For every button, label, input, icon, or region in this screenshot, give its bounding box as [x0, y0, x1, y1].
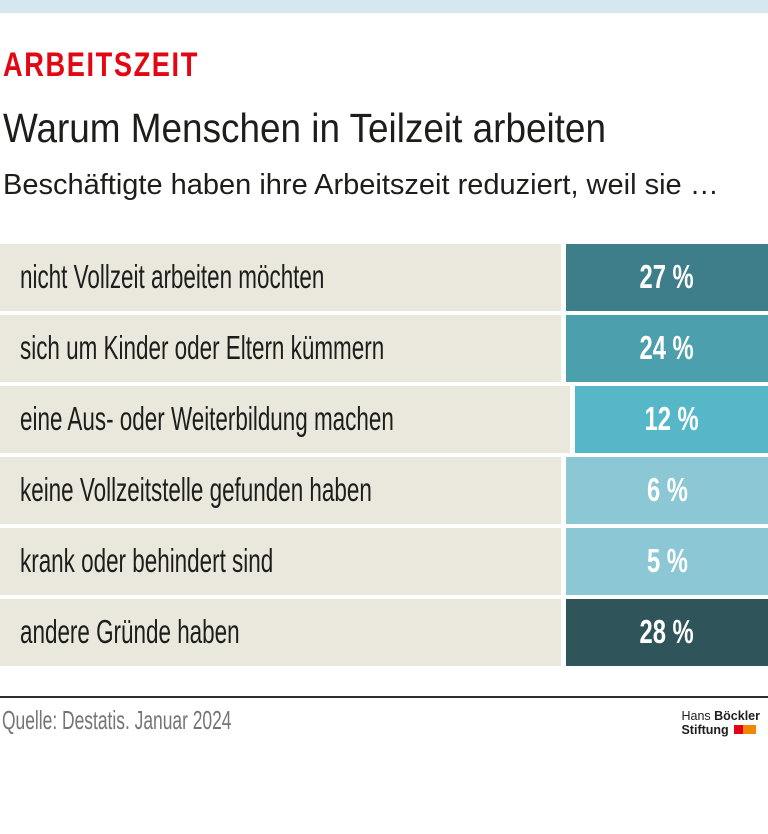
reason-label: nicht Vollzeit arbeiten möchten: [20, 258, 325, 296]
reason-label-cell: keine Vollzeitstelle gefunden haben: [0, 456, 561, 524]
logo-stiftung: Stiftung: [681, 722, 729, 737]
top-accent-bar: [0, 0, 768, 13]
logo-line2: Stiftung: [681, 723, 760, 737]
logo-boeckler: Böckler: [714, 708, 760, 723]
source-note-text: Quelle: Destatis. Januar 2024: [2, 704, 232, 735]
value-label: 5 %: [646, 542, 688, 580]
value-label: 27 %: [639, 258, 695, 296]
footer: Quelle: Destatis. Januar 2024 Hans Böckl…: [0, 695, 768, 737]
reason-label-cell: nicht Vollzeit arbeiten möchten: [0, 243, 561, 311]
value-label: 6 %: [646, 471, 688, 509]
value-box: 12 %: [574, 385, 768, 453]
logo-orange-block-icon: [742, 725, 756, 735]
header: ARBEITSZEIT Warum Menschen in Teilzeit a…: [0, 48, 768, 202]
reason-label: krank oder behindert sind: [20, 542, 274, 580]
reason-label: sich um Kinder oder Eltern kümmern: [20, 329, 385, 367]
table-row: eine Aus- oder Weiterbildung machen 12 %: [0, 385, 768, 453]
table-row: sich um Kinder oder Eltern kümmern 24 %: [0, 314, 768, 382]
subtitle: Beschäftigte haben ihre Arbeitszeit redu…: [3, 169, 719, 201]
table-row: nicht Vollzeit arbeiten möchten 27 %: [0, 243, 768, 311]
source-note: Quelle: Destatis. Januar 2024: [2, 706, 345, 735]
value-box: 27 %: [566, 243, 768, 311]
value-label: 12 %: [644, 400, 699, 438]
value-box: 28 %: [566, 598, 768, 666]
value-box: 5 %: [566, 527, 768, 595]
value-box: 24 %: [566, 314, 768, 382]
logo-hans: Hans: [681, 708, 711, 723]
footer-divider: [0, 695, 768, 698]
table-row: keine Vollzeitstelle gefunden haben 6 %: [0, 456, 768, 524]
reason-label: andere Gründe haben: [20, 613, 240, 651]
kicker-text: ARBEITSZEIT: [3, 46, 199, 84]
value-label: 24 %: [639, 329, 695, 367]
table-row: andere Gründe haben 28 %: [0, 598, 768, 666]
reason-label-cell: krank oder behindert sind: [0, 527, 561, 595]
table-row: krank oder behindert sind 5 %: [0, 527, 768, 595]
reason-label-cell: eine Aus- oder Weiterbildung machen: [0, 385, 570, 453]
reason-label: eine Aus- oder Weiterbildung machen: [20, 400, 394, 438]
reason-label: keine Vollzeitstelle gefunden haben: [20, 471, 372, 509]
logo-line1: Hans Böckler: [681, 709, 760, 723]
logo-red-block-icon: [733, 725, 743, 735]
value-box: 6 %: [566, 456, 768, 524]
reason-label-cell: andere Gründe haben: [0, 598, 561, 666]
footer-row: Quelle: Destatis. Januar 2024 Hans Böckl…: [0, 706, 768, 737]
page-title: Warum Menschen in Teilzeit arbeiten: [3, 108, 768, 149]
value-label: 28 %: [639, 613, 695, 651]
reason-label-cell: sich um Kinder oder Eltern kümmern: [0, 314, 561, 382]
hans-boeckler-stiftung-logo: Hans Böckler Stiftung: [681, 706, 760, 737]
page-title-text: Warum Menschen in Teilzeit arbeiten: [3, 105, 606, 151]
kicker: ARBEITSZEIT: [3, 48, 768, 82]
reasons-table: nicht Vollzeit arbeiten möchten 27 % sich …: [0, 243, 768, 666]
